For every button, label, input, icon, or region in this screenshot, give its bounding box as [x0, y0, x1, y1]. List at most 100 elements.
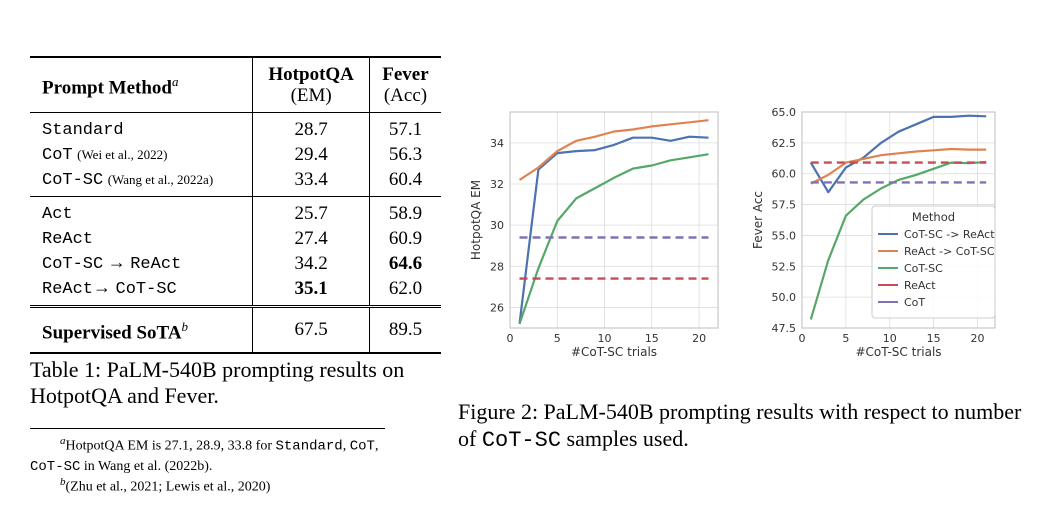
figure-caption-code: CoT-SC — [481, 428, 562, 453]
method-name: Standard — [42, 121, 124, 140]
hotpot-value: 34.2 — [252, 251, 370, 276]
y-tick-label: 28 — [490, 260, 504, 273]
y-tick-label: 55.0 — [772, 229, 797, 242]
header-hotpotqa: HotpotQA (EM) — [252, 58, 370, 113]
footnote-a-mark: a — [60, 435, 66, 447]
row-method: ReAct→ CoT-SC — [30, 276, 253, 307]
legend-title: Method — [912, 210, 955, 224]
hotpot-value: 29.4 — [252, 142, 370, 167]
fever-chart: 0 5 10 15 20 47.5 50.0 52.5 55.0 57.5 60.0 62.5 65.0… — [751, 106, 996, 359]
method-name-first: CoT-SC — [42, 255, 104, 274]
x-tick-label: 0 — [507, 332, 514, 345]
x-tick-label: 15 — [927, 332, 941, 345]
table-caption: Table 1: PaLM-540B prompting results on … — [30, 357, 405, 408]
table-row: Act 25.7 58.9 — [30, 196, 441, 226]
header-fever: Fever (Acc) — [368, 58, 441, 113]
row-method: Supervised SoTAb — [30, 305, 253, 354]
legend-entry: CoT-SC -> ReAct — [904, 228, 995, 241]
fever-value: 60.9 — [368, 226, 441, 251]
table-row: CoT-SC → ReAct 34.2 64.6 — [30, 251, 441, 276]
method-name: CoT — [42, 146, 73, 165]
x-tick-label: 20 — [692, 332, 706, 345]
fever-value: 57.1 — [368, 112, 441, 142]
series-line-react-cot-sc — [518, 119, 709, 181]
footnote-a-code: Standard — [275, 438, 343, 455]
arrow-icon: → — [107, 252, 126, 272]
y-tick-label: 57.5 — [772, 199, 797, 212]
row-method: ReAct — [30, 226, 253, 251]
supervised-footnote-mark: b — [181, 319, 189, 334]
footnote-divider — [30, 428, 385, 429]
footnote-b: b(Zhu et al., 2021; Lewis et al., 2020) — [60, 473, 270, 497]
table-row-supervised: Supervised SoTAb 67.5 89.5 — [30, 305, 441, 354]
footnote-b-text: (Zhu et al., 2021; Lewis et al., 2020) — [65, 479, 271, 495]
header-hotpotqa-metric: (EM) — [290, 85, 332, 106]
footnote-a-separator: , — [374, 438, 379, 454]
x-tick-label: 0 — [799, 332, 806, 345]
legend-entry: ReAct — [904, 279, 936, 292]
legend-entry: ReAct -> CoT-SC — [904, 245, 995, 258]
legend-entry: CoT — [904, 296, 925, 309]
x-tick-label: 5 — [554, 332, 561, 345]
row-method: CoT-SC → ReAct — [30, 251, 253, 276]
figure-caption-text: samples used. — [561, 426, 689, 451]
method-name-second: ReAct — [130, 255, 182, 274]
legend-entry: CoT-SC — [904, 262, 943, 275]
y-tick-label: 52.5 — [772, 260, 797, 273]
row-method: Act — [30, 196, 253, 226]
fever-value: 56.3 — [368, 142, 441, 167]
fever-value: 60.4 — [368, 167, 441, 197]
y-tick-label: 65.0 — [772, 106, 797, 119]
footnote-b-mark: b — [60, 476, 66, 488]
series-line-cot-sc-react — [518, 135, 709, 325]
fever-value: 89.5 — [368, 305, 441, 354]
method-citation: (Wei et al., 2022) — [77, 147, 168, 162]
y-axis-label: Fever Acc — [751, 191, 765, 249]
y-tick-label: 30 — [490, 219, 504, 232]
method-name-second: CoT-SC — [115, 280, 177, 299]
y-tick-label: 60.0 — [772, 168, 797, 181]
row-method: CoT (Wei et al., 2022) — [30, 142, 253, 167]
method-name: CoT-SC — [42, 171, 104, 190]
header-footnote-mark: a — [172, 74, 179, 90]
x-axis-label: #CoT-SC trials — [571, 345, 657, 359]
y-tick-label: 47.5 — [772, 322, 797, 335]
x-axis-label: #CoT-SC trials — [855, 345, 941, 359]
footnote-a-code: CoT-SC — [30, 458, 81, 475]
table-header-row: Prompt Methoda HotpotQA (EM) Fever (Acc) — [30, 58, 441, 113]
hotpot-value: 28.7 — [252, 112, 370, 142]
y-tick-label: 26 — [490, 301, 504, 314]
method-name: ReAct — [42, 230, 94, 249]
method-name: Act — [42, 205, 73, 224]
y-axis-label: HotpotQA EM — [469, 180, 483, 260]
x-tick-label: 10 — [883, 332, 897, 345]
header-prompt-method: Prompt Methoda — [30, 58, 253, 113]
plot-area — [510, 112, 718, 328]
plot-frame — [509, 111, 719, 329]
legend-box — [871, 205, 996, 319]
fever-value: 58.9 — [368, 196, 441, 226]
fever-value: 64.6 — [368, 251, 441, 276]
method-citation: (Wang et al., 2022a) — [107, 172, 214, 187]
table-row: CoT (Wei et al., 2022) 29.4 56.3 — [30, 142, 441, 167]
footnote-a-separator: , — [342, 438, 350, 454]
series-line-react-cot-sc — [810, 147, 987, 185]
fever-value: 62.0 — [368, 276, 441, 307]
hotpot-value: 25.7 — [252, 196, 370, 226]
method-name: Supervised SoTA — [42, 322, 182, 344]
results-table: Prompt Methoda HotpotQA (EM) Fever (Acc)… — [30, 56, 441, 356]
header-fever-title: Fever — [382, 64, 429, 85]
table-row: ReAct 27.4 60.9 — [30, 226, 441, 251]
header-fever-metric: (Acc) — [383, 85, 428, 106]
results-table-grid: Prompt Methoda HotpotQA (EM) Fever (Acc)… — [30, 56, 441, 356]
figure-caption-text: Figure 2: PaLM-540B prompting results wi… — [458, 399, 1022, 451]
footnote-a-text: HotpotQA EM is 27.1, 28.9, 33.8 for — [65, 438, 276, 454]
table-row: Standard 28.7 57.1 — [30, 112, 441, 142]
header-hotpotqa-title: HotpotQA — [268, 64, 354, 85]
figure-caption: Figure 2: PaLM-540B prompting results wi… — [458, 398, 1038, 454]
hotpot-value: 35.1 — [252, 276, 370, 307]
hotpotqa-chart: 0 5 10 15 20 26 28 30 32 34 #CoT-SC trials HotpotQA… — [469, 111, 719, 359]
y-tick-label: 32 — [490, 178, 504, 191]
table-row: ReAct→ CoT-SC 35.1 62.0 — [30, 276, 441, 307]
x-tick-label: 10 — [598, 332, 612, 345]
